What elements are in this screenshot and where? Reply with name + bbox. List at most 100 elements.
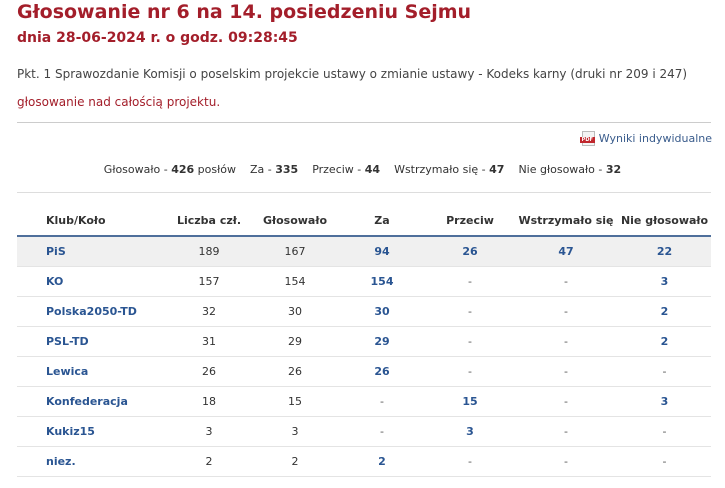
abstain-count-cell: -: [514, 266, 618, 297]
for-count-link[interactable]: 26: [338, 356, 426, 387]
for-count-cell: -: [338, 416, 426, 447]
notvoted-count-cell: -: [618, 416, 711, 447]
divider: [17, 122, 711, 123]
abstain-count-cell: -: [514, 416, 618, 447]
voted-count-cell: 167: [252, 236, 338, 267]
individual-results-link[interactable]: PDF Wyniki indywidualne: [579, 131, 712, 146]
for-count-link[interactable]: 30: [338, 296, 426, 327]
notvoted-count-link[interactable]: 2: [618, 296, 711, 327]
abstain-count-cell: -: [514, 356, 618, 387]
col-header-against: Przeciw: [426, 205, 514, 237]
notvoted-count-link[interactable]: 3: [618, 386, 711, 417]
club-link[interactable]: PSL-TD: [46, 335, 89, 348]
voted-count-cell: 154: [252, 266, 338, 297]
pdf-file-icon: PDF: [579, 131, 595, 146]
against-count-link[interactable]: 15: [426, 386, 514, 417]
summary-notvoted-label: Nie głosowało -: [518, 163, 603, 176]
divider: [17, 192, 711, 193]
members-count-cell: 3: [166, 416, 252, 447]
members-count-cell: 189: [166, 236, 252, 267]
col-header-notvoted: Nie głosowało: [618, 205, 711, 237]
summary-for-label: Za -: [249, 163, 272, 176]
for-count-link[interactable]: 2: [338, 446, 426, 477]
abstain-count-cell: -: [514, 446, 618, 477]
summary-against-value: 44: [364, 163, 381, 176]
club-link[interactable]: KO: [46, 275, 64, 288]
table-row: niez. 2 2 2- - -: [17, 446, 711, 477]
club-name-cell: PiS: [17, 236, 166, 267]
club-name-cell: niez.: [17, 446, 166, 477]
abstain-count-cell: -: [514, 386, 618, 417]
club-results-table: Klub/Koło Liczba czł. Głosowało Za Przec…: [17, 205, 711, 477]
club-name-cell: PSL-TD: [17, 326, 166, 357]
table-row: Polska2050-TD 32 30 30- -2: [17, 296, 711, 327]
table-body: PiS 189 167 94 26 47 22 KO 157 154 154- -3 Polska205…: [17, 236, 711, 477]
members-count-cell: 32: [166, 296, 252, 327]
table-row: Konfederacja 18 15-15-3: [17, 386, 711, 417]
for-count-link[interactable]: 94: [338, 236, 426, 267]
for-count-link[interactable]: 29: [338, 326, 426, 357]
table-row: Lewica 26 26 26- - -: [17, 356, 711, 387]
vote-summary: Głosowało - 426 posłów Za - 335 Przeciw …: [0, 163, 725, 176]
club-link[interactable]: Kukiz15: [46, 425, 95, 438]
notvoted-count-link[interactable]: 3: [618, 266, 711, 297]
individual-results-label: Wyniki indywidualne: [598, 132, 712, 145]
table-row: PSL-TD 31 29 29- -2: [17, 326, 711, 357]
table-header-row: Klub/Koło Liczba czł. Głosowało Za Przec…: [17, 205, 711, 237]
summary-voted-value: 426: [171, 163, 195, 176]
club-link[interactable]: Lewica: [46, 365, 89, 378]
against-count-cell: -: [426, 266, 514, 297]
against-count-cell: -: [426, 296, 514, 327]
against-count-link[interactable]: 26: [426, 236, 514, 267]
table-row: KO 157 154 154- -3: [17, 266, 711, 297]
club-name-cell: KO: [17, 266, 166, 297]
members-count-cell: 18: [166, 386, 252, 417]
notvoted-count-link[interactable]: 22: [618, 236, 711, 267]
summary-abstain-label: Wstrzymało się -: [394, 163, 486, 176]
summary-abstain-value: 47: [489, 163, 505, 176]
col-header-for: Za: [338, 205, 426, 237]
for-count-cell: -: [338, 386, 426, 417]
club-name-cell: Polska2050-TD: [17, 296, 166, 327]
vote-datetime: dnia 28-06-2024 r. o godz. 09:28:45: [17, 30, 298, 46]
abstain-count-link[interactable]: 47: [514, 236, 618, 267]
against-count-link[interactable]: 3: [426, 416, 514, 447]
voted-count-cell: 26: [252, 356, 338, 387]
members-count-cell: 26: [166, 356, 252, 387]
against-count-cell: -: [426, 326, 514, 357]
against-count-cell: -: [426, 446, 514, 477]
club-name-cell: Lewica: [17, 356, 166, 387]
club-link[interactable]: Konfederacja: [46, 395, 128, 408]
col-header-voted: Głosowało: [252, 205, 338, 237]
voted-count-cell: 30: [252, 296, 338, 327]
for-count-link[interactable]: 154: [338, 266, 426, 297]
summary-notvoted-value: 32: [605, 163, 622, 176]
club-link[interactable]: niez.: [46, 455, 76, 468]
vote-subject: głosowanie nad całością projektu.: [17, 95, 221, 109]
club-link[interactable]: PiS: [46, 245, 66, 258]
col-header-abstain: Wstrzymało się: [514, 205, 618, 237]
summary-voted-unit: posłów: [197, 163, 236, 176]
abstain-count-cell: -: [514, 326, 618, 357]
voted-count-cell: 2: [252, 446, 338, 477]
club-link[interactable]: Polska2050-TD: [46, 305, 137, 318]
col-header-club: Klub/Koło: [17, 205, 166, 237]
notvoted-count-cell: -: [618, 446, 711, 477]
summary-voted-label: Głosowało -: [103, 163, 168, 176]
notvoted-count-link[interactable]: 2: [618, 326, 711, 357]
voted-count-cell: 29: [252, 326, 338, 357]
members-count-cell: 157: [166, 266, 252, 297]
members-count-cell: 2: [166, 446, 252, 477]
against-count-cell: -: [426, 356, 514, 387]
abstain-count-cell: -: [514, 296, 618, 327]
page-title: Głosowanie nr 6 na 14. posiedzeniu Sejmu: [17, 1, 472, 23]
summary-for-value: 335: [275, 163, 299, 176]
voted-count-cell: 15: [252, 386, 338, 417]
notvoted-count-cell: -: [618, 356, 711, 387]
club-name-cell: Konfederacja: [17, 386, 166, 417]
col-header-members: Liczba czł.: [166, 205, 252, 237]
table-row: Kukiz15 3 3-3- -: [17, 416, 711, 447]
members-count-cell: 31: [166, 326, 252, 357]
table-row: PiS 189 167 94 26 47 22: [17, 236, 711, 267]
club-name-cell: Kukiz15: [17, 416, 166, 447]
